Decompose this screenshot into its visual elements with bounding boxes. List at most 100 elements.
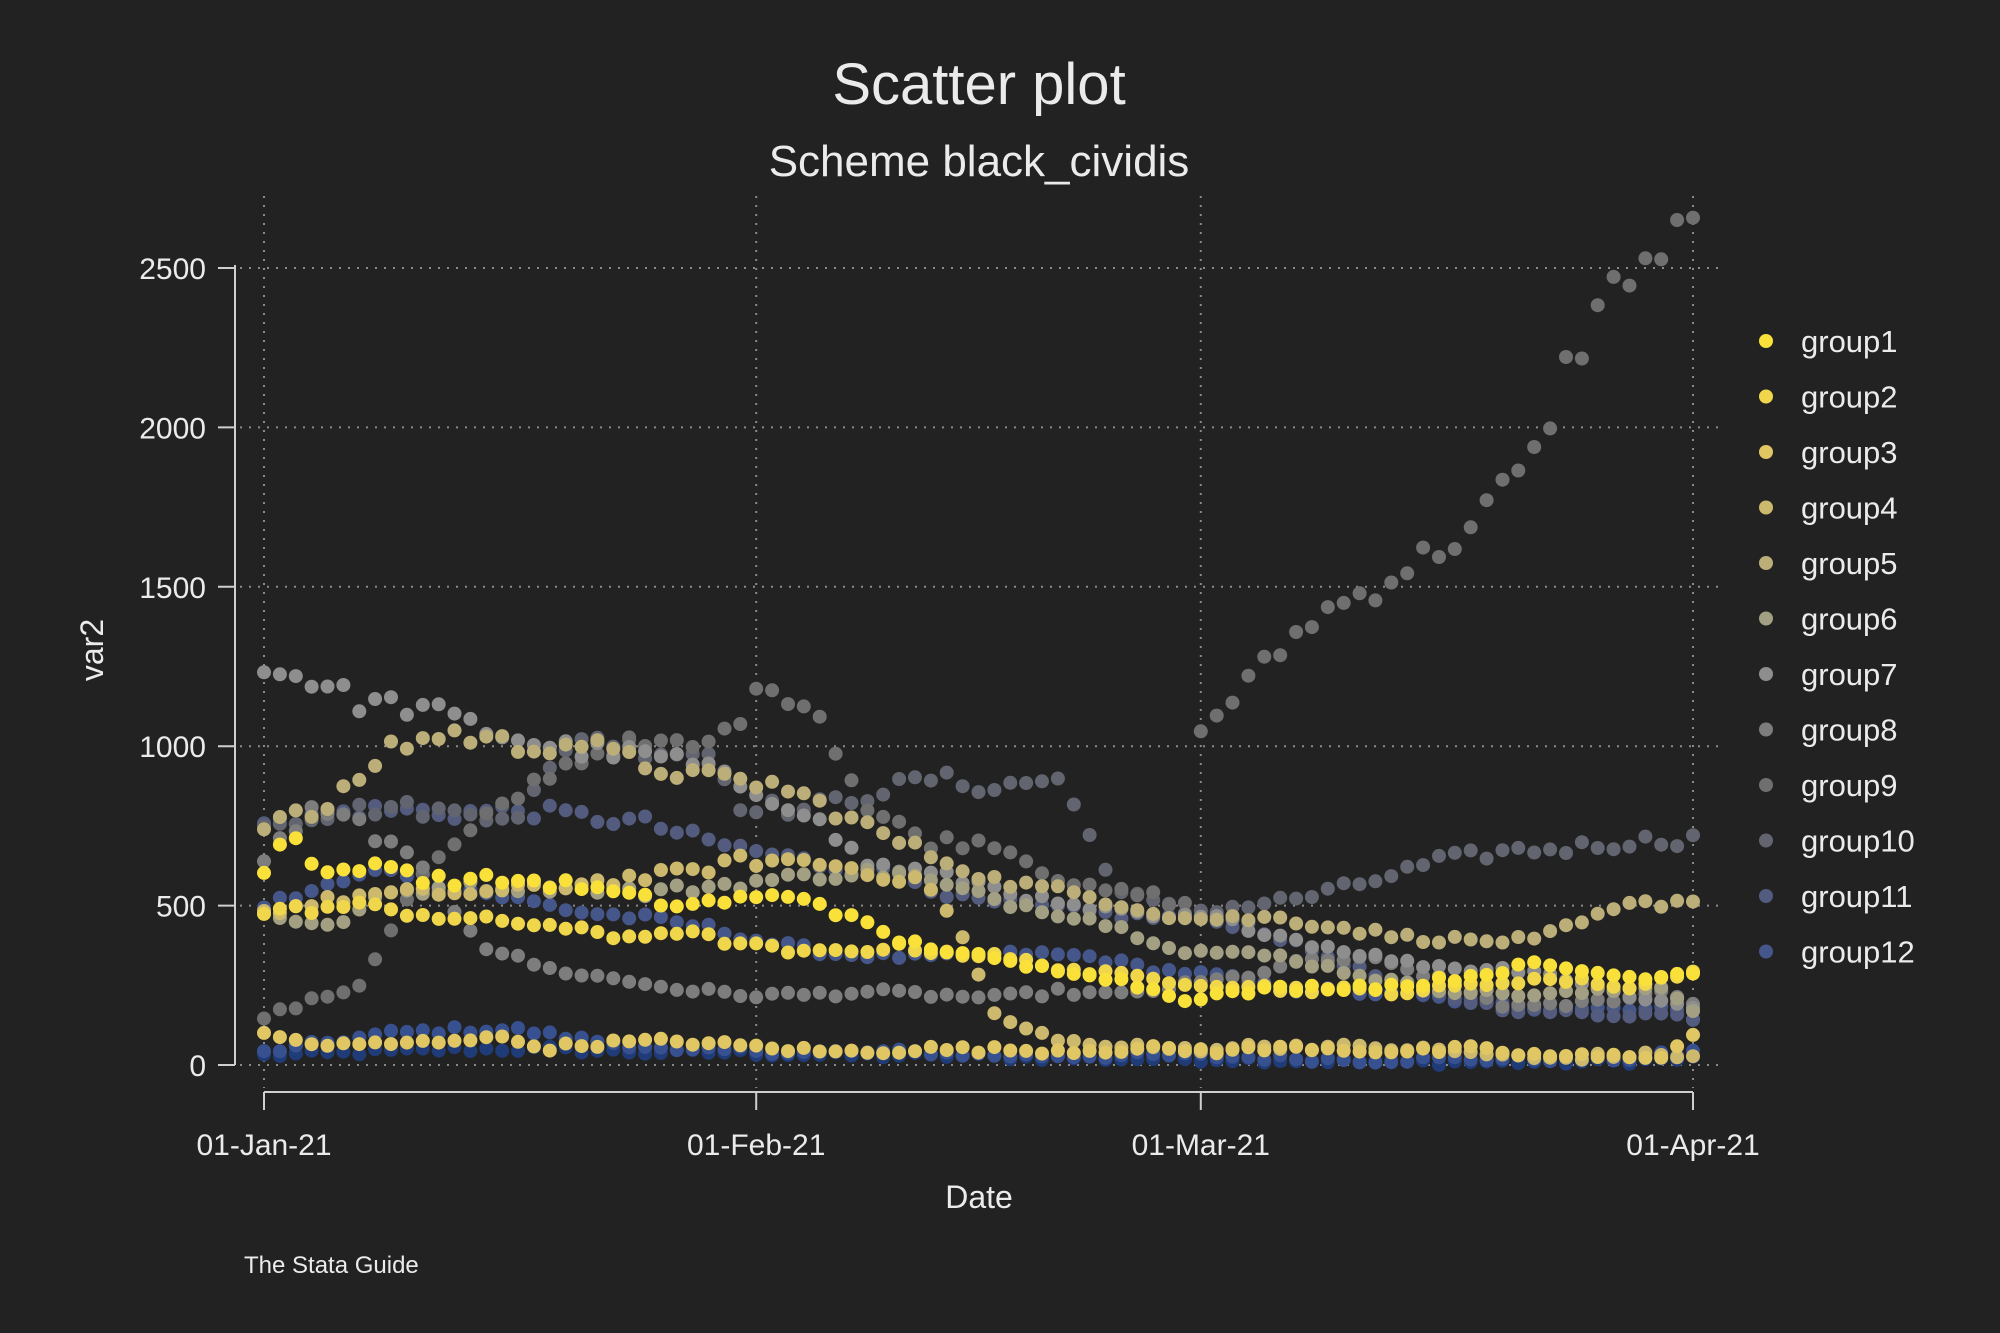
scatter-point-group2 (574, 920, 589, 935)
scatter-point-group9 (765, 683, 780, 698)
legend-label: group12 (1801, 935, 1915, 970)
scatter-point-group3 (1590, 1050, 1605, 1064)
scatter-point-group6 (1162, 941, 1176, 955)
scatter-point-group5 (1320, 920, 1335, 935)
scatter-point-group4 (1066, 1034, 1081, 1048)
chart-title: Scatter plot (832, 52, 1125, 117)
scatter-point-group3 (1050, 1043, 1065, 1058)
scatter-point-group10 (1606, 842, 1621, 857)
scatter-point-group1 (1289, 984, 1304, 998)
scatter-point-group8 (939, 987, 954, 1002)
scatter-point-group11 (1654, 1006, 1669, 1021)
scatter-point-group9 (1543, 421, 1558, 436)
scatter-point-group6 (1225, 944, 1240, 959)
scatter-point-group5 (320, 802, 335, 816)
scatter-point-group8 (860, 984, 875, 999)
scatter-point-group6 (288, 914, 303, 929)
scatter-point-group12 (526, 894, 541, 909)
scatter-point-group12 (606, 907, 621, 922)
scatter-point-group4 (955, 930, 970, 945)
scatter-point-group3 (1384, 1045, 1399, 1060)
scatter-point-group4 (749, 858, 764, 873)
scatter-point-group10 (1289, 891, 1304, 906)
scatter-point-group1 (923, 942, 938, 957)
scatter-point-group7 (1352, 949, 1367, 963)
scatter-point-group5 (1352, 926, 1367, 941)
scatter-point-group2 (479, 909, 494, 924)
scatter-point-group13 (1352, 1055, 1367, 1070)
scatter-point-group10 (415, 809, 430, 824)
scatter-point-group7 (844, 840, 859, 855)
scatter-point-group4 (923, 882, 938, 897)
legend-marker-group1 (1759, 334, 1773, 348)
scatter-point-group3 (1082, 1043, 1097, 1058)
scatter-point-group1 (971, 947, 986, 961)
scatter-point-group5 (384, 734, 398, 749)
scatter-point-group5 (1638, 894, 1653, 909)
scatter-point-group2 (606, 931, 621, 946)
scatter-point-group9 (844, 773, 859, 788)
scatter-point-group3 (1320, 1041, 1335, 1056)
scatter-point-group6 (987, 892, 1002, 906)
scatter-point-group1 (479, 867, 494, 882)
scatter-point-group5 (1066, 885, 1081, 900)
scatter-point-group9 (1559, 350, 1573, 364)
scatter-point-group1 (685, 896, 700, 911)
scatter-point-group3 (1177, 1044, 1192, 1059)
scatter-point-group10 (1654, 837, 1669, 852)
scatter-point-group5 (1495, 935, 1510, 950)
scatter-point-group2 (860, 945, 875, 959)
scatter-point-group8 (828, 989, 843, 1004)
scatter-point-group8 (1082, 985, 1097, 1000)
scatter-point-group8 (606, 971, 621, 986)
scatter-point-group8 (574, 968, 589, 983)
scatter-point-group7 (399, 707, 414, 722)
scatter-point-group2 (368, 897, 383, 912)
scatter-point-group9 (447, 837, 462, 852)
scatter-point-group8 (384, 834, 398, 849)
scatter-point-group11 (701, 832, 716, 847)
scatter-point-group5 (1384, 930, 1399, 945)
scatter-point-group9 (1209, 708, 1224, 723)
scatter-point-group5 (1082, 890, 1097, 905)
scatter-point-group9 (1162, 898, 1176, 912)
scatter-point-group12 (1066, 948, 1081, 962)
scatter-point-group2 (257, 906, 271, 921)
scatter-point-group5 (1400, 927, 1415, 942)
scatter-point-group9 (1273, 648, 1288, 663)
scatter-point-group11 (526, 811, 541, 826)
scatter-point-group3 (860, 1045, 875, 1060)
scatter-point-group3 (781, 1044, 795, 1059)
scatter-point-group9 (1225, 695, 1240, 710)
scatter-point-group8 (495, 946, 510, 961)
scatter-point-group9 (1241, 668, 1256, 683)
scatter-point-group2 (1177, 977, 1192, 992)
scatter-point-group5 (1130, 903, 1145, 918)
scatter-point-group3 (923, 1039, 938, 1054)
scatter-point-group3 (1495, 1045, 1510, 1060)
scatter-point-group9 (1114, 881, 1129, 896)
scatter-point-group3 (1479, 1041, 1494, 1056)
scatter-point-group9 (479, 806, 494, 821)
scatter-point-group1 (336, 862, 351, 877)
scatter-point-group5 (1559, 918, 1573, 933)
scatter-point-group2 (526, 918, 541, 933)
scatter-point-group5 (749, 780, 764, 795)
scatter-point-group1 (1352, 978, 1367, 993)
scatter-point-group7 (511, 733, 525, 748)
scatter-point-group8 (622, 974, 637, 989)
scatter-point-group7 (384, 690, 398, 705)
scatter-point-group5 (955, 864, 970, 879)
scatter-point-group1 (1559, 961, 1573, 976)
scatter-point-group10 (352, 797, 367, 812)
scatter-point-group9 (511, 791, 525, 806)
scatter-point-group3 (368, 1035, 383, 1050)
scatter-point-group10 (1241, 900, 1256, 915)
scatter-point-group7 (796, 808, 811, 823)
scatter-point-group2 (1146, 971, 1161, 986)
scatter-point-group9 (1495, 472, 1510, 487)
scatter-point-group1 (1527, 955, 1542, 970)
y-tick-label: 500 (156, 891, 206, 924)
scatter-point-group6 (1019, 898, 1034, 913)
scatter-point-group5 (1686, 894, 1700, 909)
